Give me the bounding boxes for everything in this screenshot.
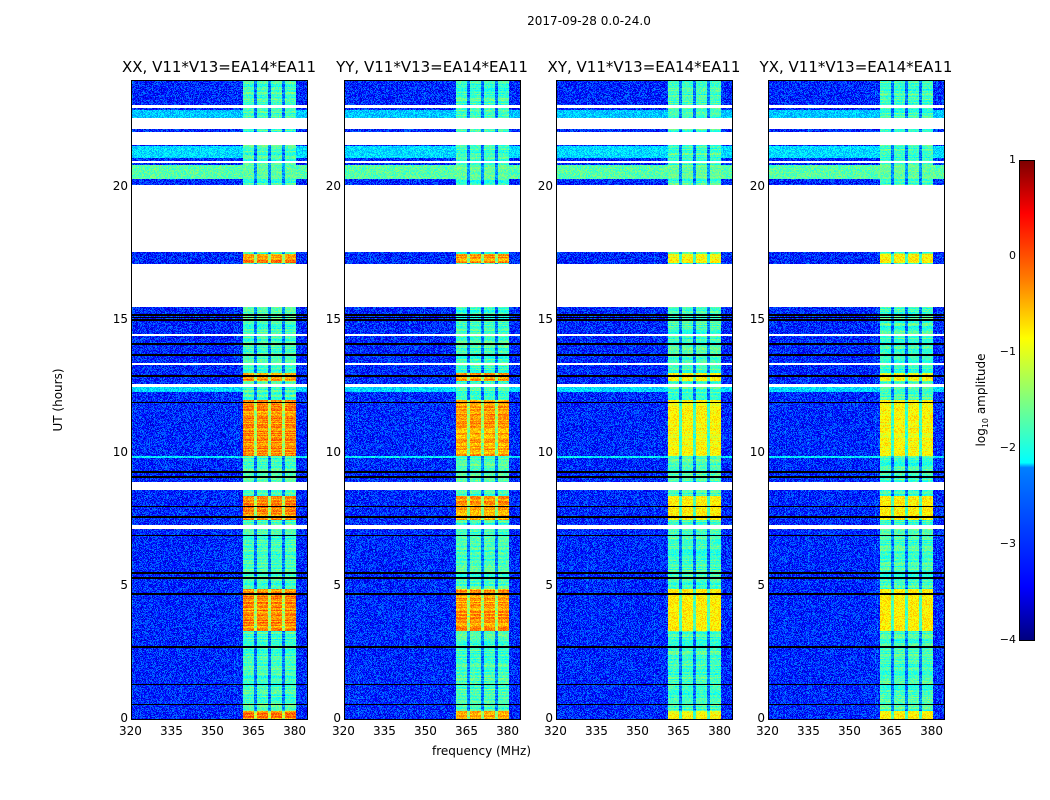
y-tick-label: 0 bbox=[545, 711, 553, 725]
y-tick-label: 20 bbox=[749, 179, 765, 194]
panel-title: YY, V11*V13=EA14*EA11 bbox=[336, 58, 528, 76]
colorbar-tick-label: −2 bbox=[999, 441, 1016, 454]
panel-title: YX, V11*V13=EA14*EA11 bbox=[759, 58, 953, 76]
x-tick-label: 350 bbox=[838, 724, 861, 738]
heatmap-panel bbox=[344, 80, 521, 720]
y-tick-label: 15 bbox=[537, 312, 553, 327]
x-tick-label: 365 bbox=[879, 724, 902, 738]
y-tick-label: 20 bbox=[325, 179, 341, 194]
x-tick-label: 320 bbox=[756, 724, 779, 738]
x-tick-label: 335 bbox=[160, 724, 183, 738]
x-tick-label: 320 bbox=[544, 724, 567, 738]
x-axis-label: frequency (MHz) bbox=[432, 744, 532, 758]
heatmap-panel bbox=[768, 80, 945, 720]
x-tick-label: 350 bbox=[201, 724, 224, 738]
x-tick-label: 335 bbox=[585, 724, 608, 738]
y-tick-label: 10 bbox=[325, 445, 341, 460]
x-tick-label: 335 bbox=[373, 724, 396, 738]
y-tick-label: 15 bbox=[325, 312, 341, 327]
y-tick-label: 0 bbox=[120, 711, 128, 725]
colorbar bbox=[1019, 160, 1035, 641]
x-tick-label: 365 bbox=[667, 724, 690, 738]
y-tick-label: 0 bbox=[757, 711, 765, 725]
x-tick-label: 350 bbox=[626, 724, 649, 738]
y-tick-label: 10 bbox=[749, 445, 765, 460]
x-tick-label: 350 bbox=[414, 724, 437, 738]
heatmap-image bbox=[769, 81, 944, 719]
panel-title: XX, V11*V13=EA14*EA11 bbox=[121, 58, 316, 76]
y-tick-label: 5 bbox=[120, 578, 128, 593]
y-tick-label: 15 bbox=[749, 312, 765, 327]
panel-title: XY, V11*V13=EA14*EA11 bbox=[547, 58, 741, 76]
y-tick-label: 5 bbox=[545, 578, 553, 593]
x-tick-label: 380 bbox=[708, 724, 731, 738]
y-tick-label: 5 bbox=[757, 578, 765, 593]
y-tick-label: 5 bbox=[333, 578, 341, 593]
x-tick-label: 380 bbox=[496, 724, 519, 738]
x-tick-label: 365 bbox=[242, 724, 265, 738]
x-tick-label: 380 bbox=[283, 724, 306, 738]
colorbar-label: log10 amplitude bbox=[973, 353, 991, 447]
heatmap-image bbox=[345, 81, 520, 719]
y-tick-label: 10 bbox=[112, 445, 128, 460]
colorbar-tick-label: −3 bbox=[999, 537, 1016, 550]
x-tick-label: 320 bbox=[119, 724, 142, 738]
colorbar-tick-label: −1 bbox=[999, 345, 1016, 358]
x-tick-label: 380 bbox=[920, 724, 943, 738]
colorbar-tick-label: −4 bbox=[999, 633, 1016, 646]
colorbar-tick-label: 1 bbox=[1009, 153, 1016, 166]
y-tick-label: 10 bbox=[537, 445, 553, 460]
colorbar-tick-label: 0 bbox=[1009, 249, 1016, 262]
y-tick-label: 15 bbox=[112, 312, 128, 327]
heatmap-panel bbox=[131, 80, 308, 720]
y-tick-label: 20 bbox=[112, 179, 128, 194]
y-tick-label: 0 bbox=[333, 711, 341, 725]
heatmap-image bbox=[557, 81, 732, 719]
heatmap-image bbox=[132, 81, 307, 719]
x-tick-label: 320 bbox=[332, 724, 355, 738]
x-tick-label: 335 bbox=[797, 724, 820, 738]
y-tick-label: 20 bbox=[537, 179, 553, 194]
x-tick-label: 365 bbox=[455, 724, 478, 738]
figure-title: 2017-09-28 0.0-24.0 bbox=[527, 14, 651, 28]
heatmap-panel bbox=[556, 80, 733, 720]
y-axis-label: UT (hours) bbox=[51, 368, 65, 432]
